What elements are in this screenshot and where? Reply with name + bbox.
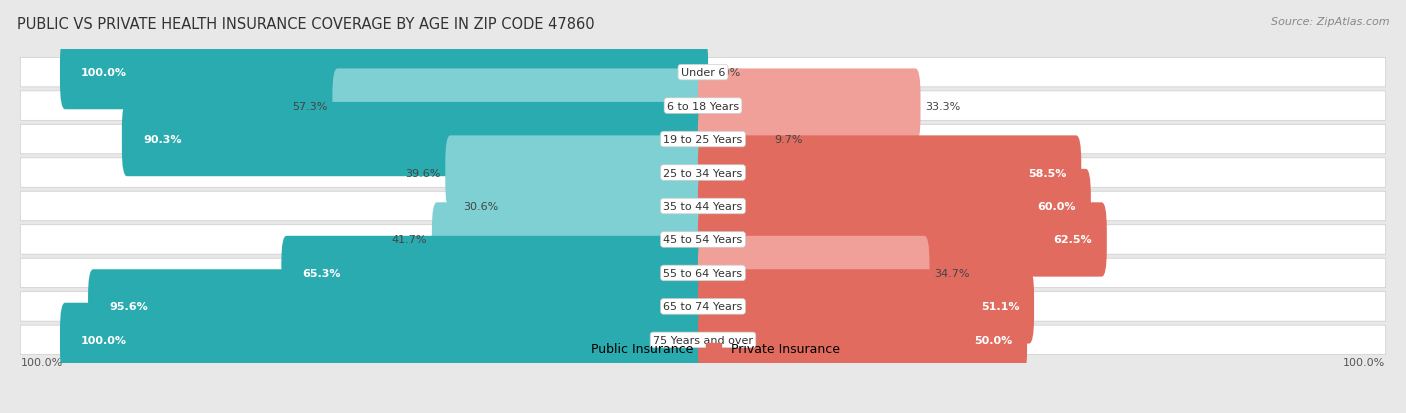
FancyBboxPatch shape: [122, 103, 709, 177]
FancyBboxPatch shape: [20, 159, 1386, 188]
Text: 90.3%: 90.3%: [143, 135, 181, 145]
Text: 65 to 74 Years: 65 to 74 Years: [664, 301, 742, 312]
FancyBboxPatch shape: [446, 136, 709, 210]
Text: 33.3%: 33.3%: [925, 101, 960, 112]
Text: 60.0%: 60.0%: [1038, 202, 1076, 211]
Text: 6 to 18 Years: 6 to 18 Years: [666, 101, 740, 112]
Text: 100.0%: 100.0%: [82, 335, 127, 345]
Text: 9.7%: 9.7%: [775, 135, 803, 145]
FancyBboxPatch shape: [697, 169, 1091, 244]
FancyBboxPatch shape: [20, 259, 1386, 288]
Text: 35 to 44 Years: 35 to 44 Years: [664, 202, 742, 211]
Text: 55 to 64 Years: 55 to 64 Years: [664, 268, 742, 278]
Text: 100.0%: 100.0%: [82, 68, 127, 78]
FancyBboxPatch shape: [697, 136, 1081, 210]
FancyBboxPatch shape: [20, 92, 1386, 121]
FancyBboxPatch shape: [20, 192, 1386, 221]
Text: 100.0%: 100.0%: [1343, 357, 1385, 367]
Text: 41.7%: 41.7%: [392, 235, 427, 245]
FancyBboxPatch shape: [697, 69, 921, 143]
FancyBboxPatch shape: [432, 203, 709, 277]
Text: 25 to 34 Years: 25 to 34 Years: [664, 168, 742, 178]
FancyBboxPatch shape: [20, 225, 1386, 254]
FancyBboxPatch shape: [697, 303, 1026, 377]
Text: 30.6%: 30.6%: [463, 202, 498, 211]
FancyBboxPatch shape: [60, 36, 709, 110]
Text: PUBLIC VS PRIVATE HEALTH INSURANCE COVERAGE BY AGE IN ZIP CODE 47860: PUBLIC VS PRIVATE HEALTH INSURANCE COVER…: [17, 17, 595, 31]
Text: 95.6%: 95.6%: [110, 301, 148, 312]
Text: 0.0%: 0.0%: [713, 68, 741, 78]
FancyBboxPatch shape: [20, 292, 1386, 321]
FancyBboxPatch shape: [503, 169, 709, 244]
Text: 57.3%: 57.3%: [292, 101, 328, 112]
FancyBboxPatch shape: [697, 270, 1033, 344]
FancyBboxPatch shape: [332, 69, 709, 143]
Text: 39.6%: 39.6%: [405, 168, 441, 178]
FancyBboxPatch shape: [281, 236, 709, 310]
Text: 45 to 54 Years: 45 to 54 Years: [664, 235, 742, 245]
Text: 50.0%: 50.0%: [974, 335, 1012, 345]
FancyBboxPatch shape: [20, 325, 1386, 355]
Text: Under 6: Under 6: [681, 68, 725, 78]
FancyBboxPatch shape: [89, 270, 709, 344]
FancyBboxPatch shape: [697, 203, 1107, 277]
Text: Source: ZipAtlas.com: Source: ZipAtlas.com: [1271, 17, 1389, 26]
FancyBboxPatch shape: [697, 103, 770, 177]
Text: 65.3%: 65.3%: [302, 268, 340, 278]
Text: 62.5%: 62.5%: [1053, 235, 1092, 245]
FancyBboxPatch shape: [60, 303, 709, 377]
FancyBboxPatch shape: [20, 125, 1386, 154]
Text: 51.1%: 51.1%: [981, 301, 1019, 312]
Text: 34.7%: 34.7%: [934, 268, 969, 278]
Text: 58.5%: 58.5%: [1028, 168, 1067, 178]
Legend: Public Insurance, Private Insurance: Public Insurance, Private Insurance: [561, 337, 845, 361]
FancyBboxPatch shape: [20, 58, 1386, 88]
Text: 100.0%: 100.0%: [21, 357, 63, 367]
Text: 75 Years and over: 75 Years and over: [652, 335, 754, 345]
Text: 19 to 25 Years: 19 to 25 Years: [664, 135, 742, 145]
FancyBboxPatch shape: [697, 236, 929, 310]
